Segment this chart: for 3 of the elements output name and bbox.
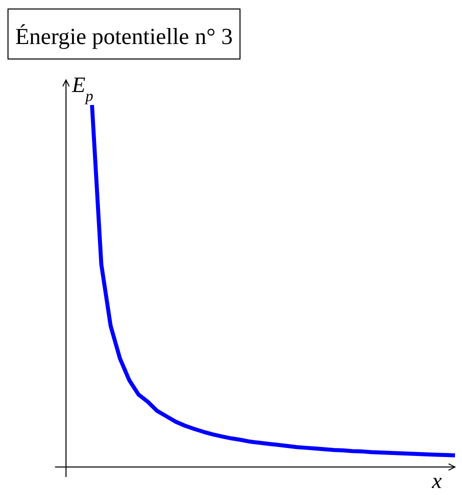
x-axis-title: x [431, 468, 442, 493]
chart-title: Énergie potentielle n° 3 [15, 24, 233, 49]
y-axis-title: E$_{p}$ [71, 72, 94, 104]
